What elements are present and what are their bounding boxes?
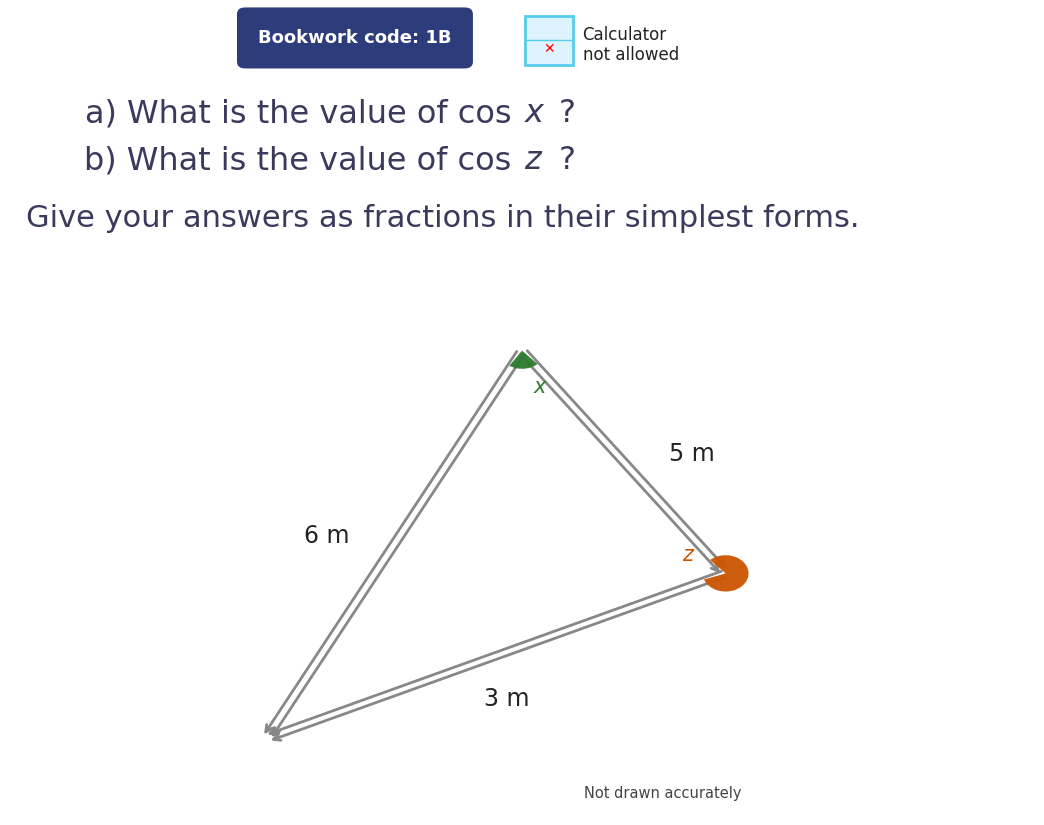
Text: Bookwork code: 1B: Bookwork code: 1B bbox=[258, 29, 452, 47]
Text: $x$: $x$ bbox=[524, 98, 546, 130]
Wedge shape bbox=[704, 555, 749, 592]
Text: ✕: ✕ bbox=[543, 42, 555, 55]
Wedge shape bbox=[509, 351, 538, 369]
Text: $z$: $z$ bbox=[524, 145, 544, 177]
Text: 5 m: 5 m bbox=[669, 441, 714, 466]
Text: b) What is the value of cos: b) What is the value of cos bbox=[85, 145, 522, 177]
Text: Calculator: Calculator bbox=[583, 26, 667, 44]
Text: ?: ? bbox=[559, 145, 575, 177]
Text: Give your answers as fractions in their simplest forms.: Give your answers as fractions in their … bbox=[26, 204, 859, 233]
FancyBboxPatch shape bbox=[237, 7, 473, 68]
Text: $x$: $x$ bbox=[533, 378, 548, 398]
Text: ?: ? bbox=[559, 98, 575, 130]
Text: 3 m: 3 m bbox=[483, 686, 529, 711]
FancyBboxPatch shape bbox=[525, 16, 573, 65]
Text: not allowed: not allowed bbox=[583, 46, 679, 64]
Text: Not drawn accurately: Not drawn accurately bbox=[585, 786, 741, 801]
Text: 6 m: 6 m bbox=[304, 524, 349, 549]
Text: $z$: $z$ bbox=[683, 545, 695, 565]
Text: a) What is the value of cos: a) What is the value of cos bbox=[86, 98, 522, 130]
